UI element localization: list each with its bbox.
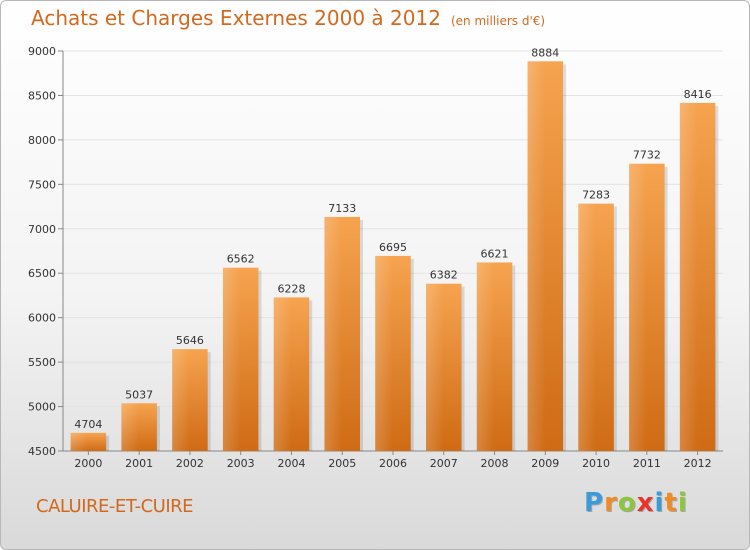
bar-highlight — [222, 267, 241, 451]
bar-value-label: 5646 — [176, 334, 204, 347]
commune-name: CALUIRE-ET-CUIRE — [36, 496, 194, 517]
x-tick-label: 2010 — [582, 457, 610, 470]
y-tick-labels: 4500 5000 5500 6000 6500 7000 7500 8000 8500 9000 — [28, 45, 56, 458]
bar-highlight — [527, 61, 546, 452]
bars: 4704 5037 5646 6562 6228 7133 6695 6382 6621 8884… — [70, 46, 719, 452]
bar-value-label: 4704 — [74, 418, 102, 431]
y-tick-label: 4500 — [28, 445, 56, 458]
proxiti-logo: Proxiti — [584, 488, 688, 518]
y-tick-label: 5500 — [28, 356, 56, 369]
x-tick-label: 2005 — [328, 457, 356, 470]
bar-value-label: 5037 — [125, 388, 153, 401]
x-tick-label: 2002 — [176, 457, 204, 470]
bar-value-label: 6562 — [227, 253, 255, 266]
bar-value-label: 6228 — [277, 282, 305, 295]
bar-highlight — [679, 102, 698, 452]
bar-highlight — [70, 432, 89, 451]
logo-letter: i — [677, 488, 688, 518]
logo-letter: r — [604, 488, 618, 518]
y-tick-label: 6000 — [28, 312, 56, 325]
bar-value-label: 6382 — [430, 269, 458, 282]
bar-highlight — [578, 203, 597, 451]
x-tick-label: 2000 — [74, 457, 102, 470]
x-tick-label: 2009 — [531, 457, 559, 470]
chart-title: Achats et Charges Externes 2000 à 2012 (e… — [31, 6, 545, 30]
bar-value-label: 6695 — [379, 241, 407, 254]
bar-highlight — [426, 283, 444, 451]
logo-letter: t — [664, 488, 678, 518]
x-tick-label: 2012 — [684, 457, 712, 470]
bar-value-label: 8884 — [531, 46, 559, 59]
y-tick-label: 9000 — [28, 45, 56, 58]
x-tick-label: 2006 — [379, 457, 407, 470]
y-tick-label: 8500 — [28, 89, 56, 102]
y-tick-label: 7500 — [28, 178, 56, 191]
y-tick-label: 8000 — [28, 134, 56, 147]
bar-value-label: 7133 — [328, 202, 356, 215]
bar-value-label: 7283 — [582, 189, 610, 202]
y-tick-label: 5000 — [28, 401, 56, 414]
bar-value-label: 6621 — [481, 247, 509, 260]
x-tick-label: 2003 — [227, 457, 255, 470]
y-tick-label: 7000 — [28, 223, 56, 236]
bar-value-label: 7732 — [633, 149, 661, 162]
logo-letter: i — [654, 488, 665, 518]
bar-highlight — [172, 349, 190, 451]
x-tick-label: 2008 — [481, 457, 509, 470]
x-tick-label: 2001 — [125, 457, 153, 470]
x-tick-label: 2004 — [277, 457, 305, 470]
x-tick-label: 2007 — [430, 457, 458, 470]
x-tick-labels: 2000 2001 2002 2003 2004 2005 2006 2007 2008 2009… — [74, 451, 712, 470]
logo-letter: x — [636, 488, 655, 518]
bar-highlight — [324, 216, 343, 451]
bar-highlight — [121, 403, 140, 451]
title-text: Achats et Charges Externes 2000 à 2012 — [31, 6, 441, 30]
logo-letter: o — [617, 488, 637, 518]
bar-highlight — [273, 297, 292, 451]
bar-highlight — [375, 255, 393, 451]
logo-letter: P — [584, 488, 605, 518]
chart-subtitle: (en milliers d'€) — [450, 14, 546, 28]
bar-value-label: 8416 — [684, 88, 712, 101]
bar-highlight — [476, 262, 495, 451]
y-tick-label: 6500 — [28, 267, 56, 280]
x-tick-label: 2011 — [633, 457, 661, 470]
bar-highlight — [629, 163, 647, 451]
